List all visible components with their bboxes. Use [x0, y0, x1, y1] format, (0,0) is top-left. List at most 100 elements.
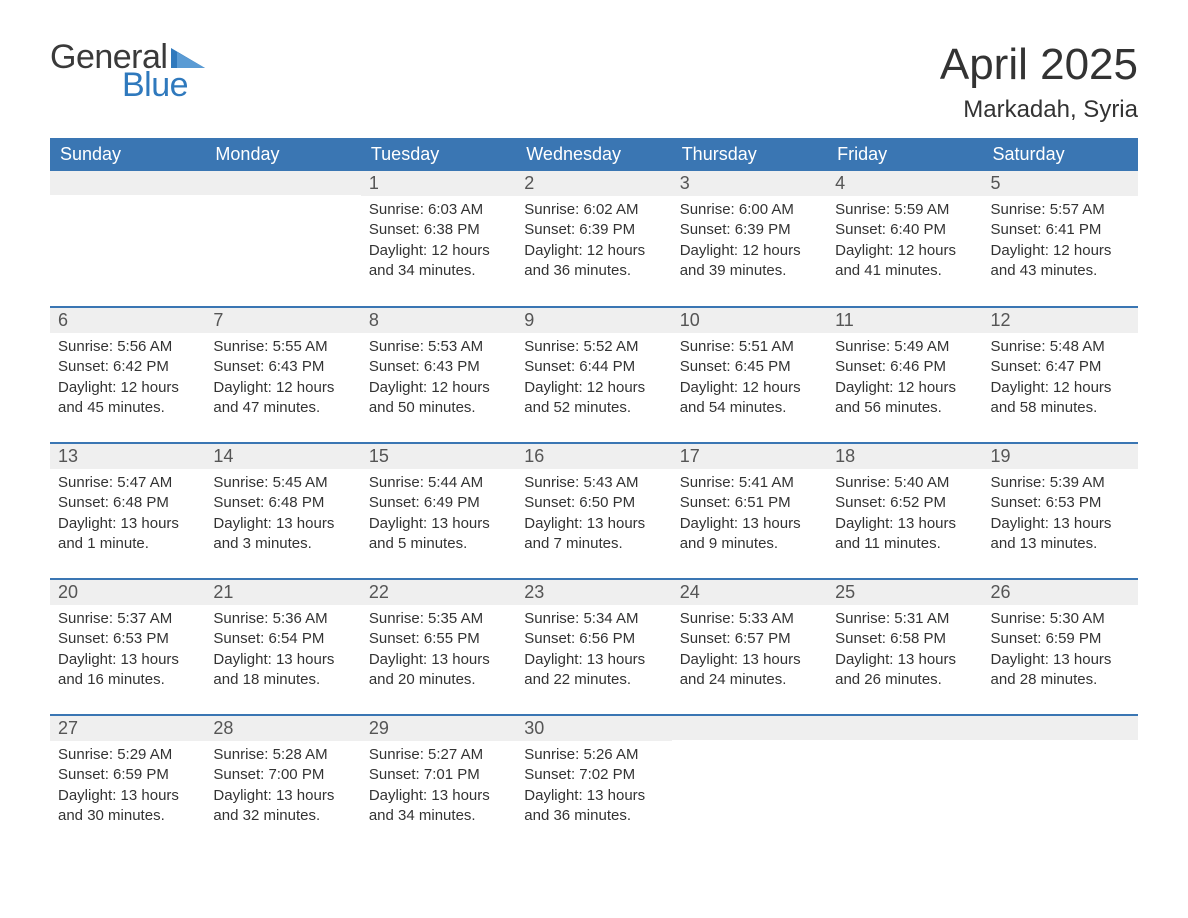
day-cell: 22Sunrise: 5:35 AMSunset: 6:55 PMDayligh… — [361, 579, 516, 715]
brand-word2: Blue — [122, 68, 205, 102]
daylight-line: Daylight: 13 hours and 7 minutes. — [524, 514, 663, 555]
sunrise-line: Sunrise: 5:49 AM — [835, 337, 974, 357]
day-body: Sunrise: 5:57 AMSunset: 6:41 PMDaylight:… — [983, 196, 1138, 289]
day-body: Sunrise: 5:26 AMSunset: 7:02 PMDaylight:… — [516, 741, 671, 834]
day-body: Sunrise: 5:31 AMSunset: 6:58 PMDaylight:… — [827, 605, 982, 698]
sunset-line: Sunset: 6:48 PM — [213, 493, 352, 513]
week-row: 1Sunrise: 6:03 AMSunset: 6:38 PMDaylight… — [50, 171, 1138, 307]
sunrise-line: Sunrise: 5:41 AM — [680, 473, 819, 493]
day-cell: 3Sunrise: 6:00 AMSunset: 6:39 PMDaylight… — [672, 171, 827, 307]
day-body: Sunrise: 5:52 AMSunset: 6:44 PMDaylight:… — [516, 333, 671, 426]
day-number: 2 — [516, 171, 671, 196]
sunrise-line: Sunrise: 5:48 AM — [991, 337, 1130, 357]
day-cell: 13Sunrise: 5:47 AMSunset: 6:48 PMDayligh… — [50, 443, 205, 579]
sunrise-line: Sunrise: 5:39 AM — [991, 473, 1130, 493]
day-cell — [827, 715, 982, 851]
day-number: 1 — [361, 171, 516, 196]
day-number: 14 — [205, 444, 360, 469]
sunset-line: Sunset: 7:01 PM — [369, 765, 508, 785]
weekday-header: Monday — [205, 138, 360, 171]
sunset-line: Sunset: 6:54 PM — [213, 629, 352, 649]
week-row: 20Sunrise: 5:37 AMSunset: 6:53 PMDayligh… — [50, 579, 1138, 715]
sunset-line: Sunset: 6:52 PM — [835, 493, 974, 513]
day-cell: 8Sunrise: 5:53 AMSunset: 6:43 PMDaylight… — [361, 307, 516, 443]
day-cell: 20Sunrise: 5:37 AMSunset: 6:53 PMDayligh… — [50, 579, 205, 715]
day-body: Sunrise: 5:28 AMSunset: 7:00 PMDaylight:… — [205, 741, 360, 834]
day-body: Sunrise: 5:27 AMSunset: 7:01 PMDaylight:… — [361, 741, 516, 834]
sunset-line: Sunset: 6:50 PM — [524, 493, 663, 513]
day-body: Sunrise: 5:47 AMSunset: 6:48 PMDaylight:… — [50, 469, 205, 562]
day-number: 15 — [361, 444, 516, 469]
brand-logo: General Blue — [50, 40, 205, 102]
day-body: Sunrise: 5:35 AMSunset: 6:55 PMDaylight:… — [361, 605, 516, 698]
day-cell: 9Sunrise: 5:52 AMSunset: 6:44 PMDaylight… — [516, 307, 671, 443]
day-number: 22 — [361, 580, 516, 605]
day-cell: 1Sunrise: 6:03 AMSunset: 6:38 PMDaylight… — [361, 171, 516, 307]
weekday-header: Tuesday — [361, 138, 516, 171]
title-location: Markadah, Syria — [940, 96, 1138, 124]
day-number: 10 — [672, 308, 827, 333]
day-number: 24 — [672, 580, 827, 605]
day-number: 30 — [516, 716, 671, 741]
sunrise-line: Sunrise: 6:03 AM — [369, 200, 508, 220]
sunrise-line: Sunrise: 5:31 AM — [835, 609, 974, 629]
sunset-line: Sunset: 6:43 PM — [213, 357, 352, 377]
sunset-line: Sunset: 6:45 PM — [680, 357, 819, 377]
sunrise-line: Sunrise: 6:02 AM — [524, 200, 663, 220]
daylight-line: Daylight: 13 hours and 1 minute. — [58, 514, 197, 555]
day-body: Sunrise: 5:49 AMSunset: 6:46 PMDaylight:… — [827, 333, 982, 426]
header: General Blue April 2025 Markadah, Syria — [50, 40, 1138, 124]
day-body: Sunrise: 5:56 AMSunset: 6:42 PMDaylight:… — [50, 333, 205, 426]
day-cell: 21Sunrise: 5:36 AMSunset: 6:54 PMDayligh… — [205, 579, 360, 715]
day-cell: 11Sunrise: 5:49 AMSunset: 6:46 PMDayligh… — [827, 307, 982, 443]
weekday-header: Thursday — [672, 138, 827, 171]
day-number: 23 — [516, 580, 671, 605]
day-number: 16 — [516, 444, 671, 469]
day-body: Sunrise: 6:00 AMSunset: 6:39 PMDaylight:… — [672, 196, 827, 289]
day-body: Sunrise: 5:59 AMSunset: 6:40 PMDaylight:… — [827, 196, 982, 289]
daylight-line: Daylight: 13 hours and 5 minutes. — [369, 514, 508, 555]
sunset-line: Sunset: 6:38 PM — [369, 220, 508, 240]
day-number — [672, 716, 827, 740]
day-cell: 14Sunrise: 5:45 AMSunset: 6:48 PMDayligh… — [205, 443, 360, 579]
day-body: Sunrise: 5:30 AMSunset: 6:59 PMDaylight:… — [983, 605, 1138, 698]
daylight-line: Daylight: 13 hours and 30 minutes. — [58, 786, 197, 827]
day-cell — [672, 715, 827, 851]
sunrise-line: Sunrise: 5:55 AM — [213, 337, 352, 357]
day-body: Sunrise: 5:51 AMSunset: 6:45 PMDaylight:… — [672, 333, 827, 426]
day-body: Sunrise: 5:43 AMSunset: 6:50 PMDaylight:… — [516, 469, 671, 562]
day-body: Sunrise: 5:29 AMSunset: 6:59 PMDaylight:… — [50, 741, 205, 834]
sunrise-line: Sunrise: 5:47 AM — [58, 473, 197, 493]
day-body: Sunrise: 5:34 AMSunset: 6:56 PMDaylight:… — [516, 605, 671, 698]
day-cell: 27Sunrise: 5:29 AMSunset: 6:59 PMDayligh… — [50, 715, 205, 851]
day-cell: 4Sunrise: 5:59 AMSunset: 6:40 PMDaylight… — [827, 171, 982, 307]
daylight-line: Daylight: 13 hours and 18 minutes. — [213, 650, 352, 691]
day-number: 3 — [672, 171, 827, 196]
day-number: 5 — [983, 171, 1138, 196]
day-number: 7 — [205, 308, 360, 333]
daylight-line: Daylight: 12 hours and 58 minutes. — [991, 378, 1130, 419]
day-body: Sunrise: 5:48 AMSunset: 6:47 PMDaylight:… — [983, 333, 1138, 426]
daylight-line: Daylight: 13 hours and 36 minutes. — [524, 786, 663, 827]
daylight-line: Daylight: 13 hours and 9 minutes. — [680, 514, 819, 555]
sunset-line: Sunset: 6:57 PM — [680, 629, 819, 649]
daylight-line: Daylight: 12 hours and 52 minutes. — [524, 378, 663, 419]
day-cell — [50, 171, 205, 307]
day-number: 11 — [827, 308, 982, 333]
sunrise-line: Sunrise: 5:33 AM — [680, 609, 819, 629]
day-number: 26 — [983, 580, 1138, 605]
weekday-header-row: Sunday Monday Tuesday Wednesday Thursday… — [50, 138, 1138, 171]
day-number: 19 — [983, 444, 1138, 469]
sunrise-line: Sunrise: 5:26 AM — [524, 745, 663, 765]
day-cell — [205, 171, 360, 307]
sunrise-line: Sunrise: 5:51 AM — [680, 337, 819, 357]
sunrise-line: Sunrise: 5:40 AM — [835, 473, 974, 493]
weekday-header: Sunday — [50, 138, 205, 171]
sunrise-line: Sunrise: 5:37 AM — [58, 609, 197, 629]
day-number: 13 — [50, 444, 205, 469]
sunset-line: Sunset: 6:51 PM — [680, 493, 819, 513]
day-body: Sunrise: 5:55 AMSunset: 6:43 PMDaylight:… — [205, 333, 360, 426]
day-body: Sunrise: 6:02 AMSunset: 6:39 PMDaylight:… — [516, 196, 671, 289]
day-cell: 7Sunrise: 5:55 AMSunset: 6:43 PMDaylight… — [205, 307, 360, 443]
day-number: 25 — [827, 580, 982, 605]
